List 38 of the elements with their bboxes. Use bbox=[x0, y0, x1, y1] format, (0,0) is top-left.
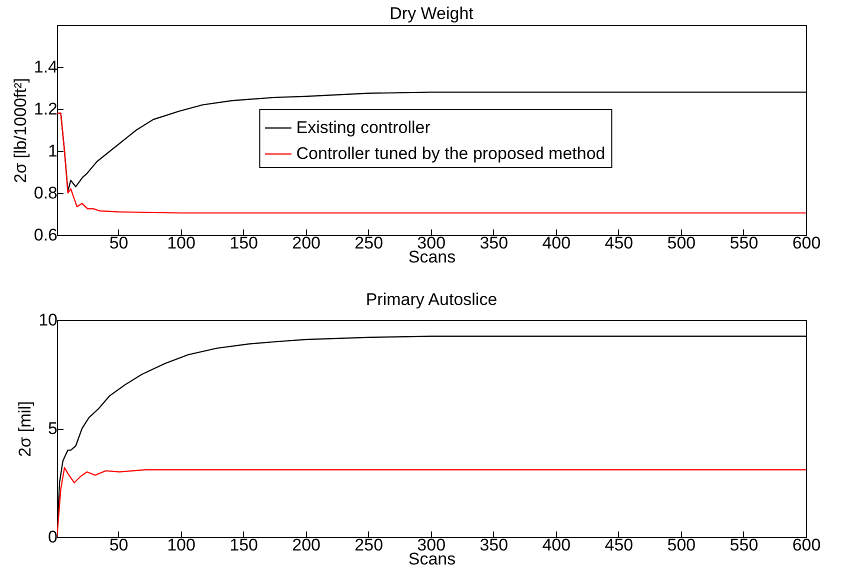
x-tick-label: 450 bbox=[604, 234, 634, 252]
y-axis-title: 2σ [mil] bbox=[16, 401, 35, 457]
x-tick-label: 400 bbox=[542, 536, 571, 554]
x-tick-label: 100 bbox=[167, 234, 196, 252]
y-tick-label: 0 bbox=[48, 528, 58, 546]
y-tick-label: 1.2 bbox=[34, 100, 58, 118]
x-tick-label: 500 bbox=[667, 234, 696, 252]
y-axis-title: 2σ [lb/1000ft²] bbox=[10, 78, 30, 183]
x-tick-label: 500 bbox=[667, 536, 696, 554]
x-tick-label: 250 bbox=[354, 536, 384, 554]
x-tick-label: 350 bbox=[480, 536, 508, 554]
chart-title: Dry Weight bbox=[390, 4, 474, 23]
x-tick-label: 550 bbox=[730, 234, 758, 252]
x-tick-label: 200 bbox=[292, 234, 321, 252]
x-tick-label: 350 bbox=[480, 234, 508, 252]
x-tick-label: 150 bbox=[230, 536, 258, 554]
x-tick-label: 600 bbox=[792, 536, 821, 554]
x-tick-label: 550 bbox=[730, 536, 758, 554]
y-tick-label: 1.4 bbox=[34, 58, 58, 76]
legend-label: Controller tuned by the proposed method bbox=[296, 144, 606, 163]
x-tick-label: 400 bbox=[542, 234, 571, 252]
y-tick-label: 1 bbox=[48, 142, 58, 160]
x-tick-label: 600 bbox=[792, 234, 821, 252]
x-tick-label: 150 bbox=[230, 234, 258, 252]
line-series bbox=[57, 466, 806, 537]
x-tick-label: 50 bbox=[109, 234, 128, 252]
x-tick-label: 450 bbox=[604, 536, 634, 554]
x-tick-label: 50 bbox=[109, 536, 128, 554]
y-tick-label: 10 bbox=[38, 310, 58, 330]
x-tick-label: 250 bbox=[354, 234, 384, 252]
x-tick-label: 100 bbox=[167, 536, 196, 554]
y-tick-label: 5 bbox=[48, 419, 58, 438]
chart-title: Primary Autoslice bbox=[366, 290, 498, 309]
legend-label: Existing controller bbox=[296, 118, 431, 137]
y-tick-label: 0.8 bbox=[34, 184, 58, 202]
y-tick-label: 0.6 bbox=[34, 226, 58, 244]
line-series bbox=[57, 112, 806, 214]
x-tick-label: 200 bbox=[292, 536, 321, 554]
